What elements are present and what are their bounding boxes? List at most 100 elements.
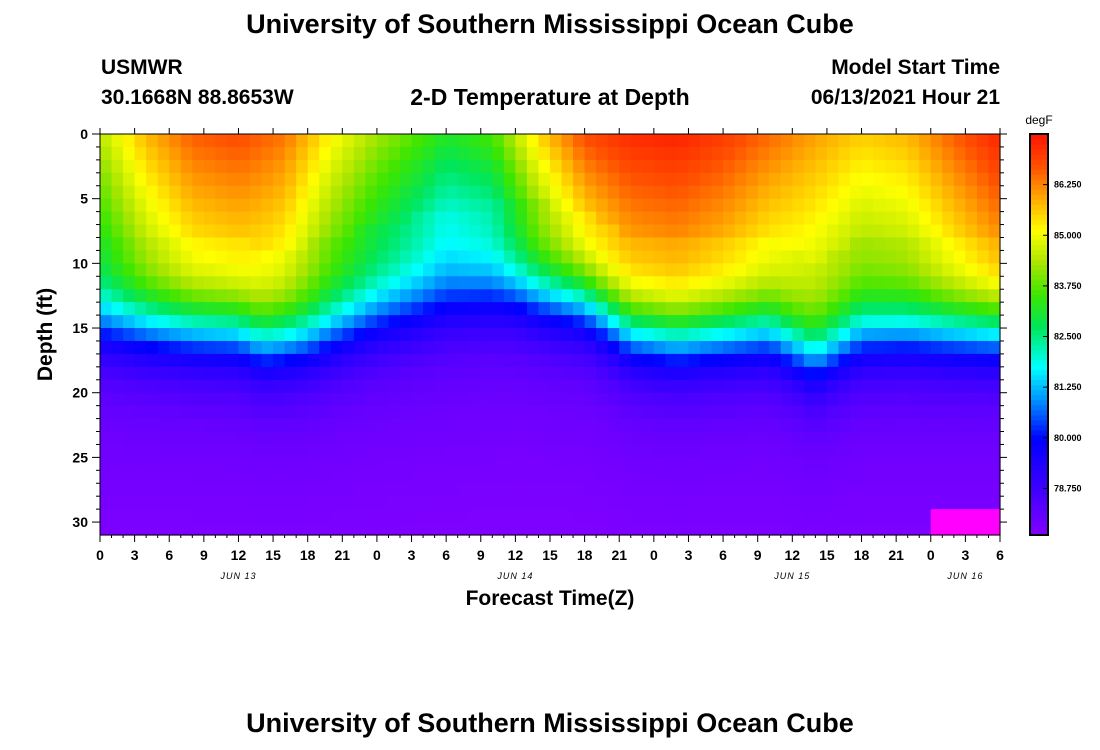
heatmap-cell — [526, 315, 540, 329]
heatmap-cell — [296, 328, 309, 342]
heatmap-cell — [538, 146, 551, 161]
heatmap-cell — [723, 470, 736, 484]
heatmap-cell — [619, 366, 632, 381]
heatmap-cell — [757, 457, 770, 471]
y-axis-label: Depth (ft) — [34, 288, 57, 381]
heatmap-cell — [653, 353, 666, 368]
heatmap-cell — [896, 470, 909, 484]
heatmap-cell — [423, 134, 436, 148]
heatmap-cell — [203, 444, 216, 458]
heatmap-cell — [942, 185, 955, 200]
heatmap-cell — [423, 328, 436, 342]
heatmap-cell — [711, 224, 724, 239]
heatmap-cell — [619, 211, 632, 226]
heatmap-cell — [238, 470, 251, 484]
heatmap-cell — [965, 470, 978, 484]
heatmap-cell — [815, 340, 828, 355]
heatmap-cell — [261, 457, 274, 471]
heatmap-cell — [653, 470, 666, 484]
heatmap-cell — [353, 457, 366, 471]
heatmap-cell — [261, 172, 274, 187]
heatmap-cell — [573, 509, 586, 523]
heatmap-cell — [619, 289, 632, 303]
heatmap-cell — [896, 353, 909, 368]
heatmap-cell — [850, 289, 863, 303]
colorbar-band — [1030, 509, 1048, 516]
heatmap-cell — [780, 392, 793, 407]
heatmap-cell — [561, 159, 574, 174]
heatmap-cell — [700, 379, 713, 394]
heatmap-cell — [815, 379, 828, 394]
heatmap-cell — [526, 353, 540, 368]
heatmap-cell — [976, 509, 990, 523]
heatmap-cell — [919, 198, 932, 213]
heatmap-cell — [180, 405, 193, 420]
heatmap-cell — [723, 366, 736, 381]
heatmap-cell — [769, 302, 782, 316]
heatmap-cell — [423, 457, 436, 471]
heatmap-cell — [757, 405, 770, 420]
heatmap-cell — [907, 522, 920, 536]
heatmap-cell — [826, 470, 840, 484]
heatmap-cell — [423, 392, 436, 407]
heatmap-cell — [665, 483, 678, 497]
heatmap-cell — [203, 198, 216, 213]
heatmap-cell — [607, 509, 620, 523]
heatmap-cell — [330, 315, 343, 329]
heatmap-cell — [330, 444, 343, 458]
heatmap-cell — [723, 302, 736, 316]
heatmap-cell — [388, 289, 401, 303]
heatmap-cell — [365, 276, 378, 290]
heatmap-cell — [134, 302, 147, 316]
heatmap-cell — [711, 431, 724, 446]
heatmap-cell — [353, 470, 366, 484]
heatmap-cell — [157, 224, 170, 239]
heatmap-cell — [100, 185, 113, 200]
heatmap-cell — [526, 185, 540, 200]
heatmap-cell — [711, 276, 724, 290]
heatmap-cell — [965, 302, 978, 316]
heatmap-cell — [284, 185, 297, 200]
heatmap-cell — [180, 302, 193, 316]
heatmap-cell — [607, 198, 620, 213]
heatmap-cell — [573, 302, 586, 316]
heatmap-cell — [780, 457, 793, 471]
heatmap-cell — [388, 379, 401, 394]
heatmap-cell — [423, 237, 436, 252]
heatmap-cell — [757, 353, 770, 368]
colorbar-band — [1030, 469, 1048, 476]
heatmap-cell — [250, 315, 263, 329]
heatmap-cell — [238, 302, 251, 316]
heatmap-cell — [423, 159, 436, 174]
heatmap-cell — [550, 146, 563, 161]
heatmap-cell — [653, 431, 666, 446]
heatmap-cell — [319, 211, 332, 226]
heatmap-cell — [746, 379, 759, 394]
heatmap-cell — [896, 302, 909, 316]
heatmap-cell — [365, 263, 378, 277]
heatmap-cell — [942, 159, 955, 174]
heatmap-cell — [769, 134, 782, 148]
heatmap-cell — [215, 302, 228, 316]
heatmap-cell — [757, 146, 770, 161]
heatmap-cell — [238, 431, 251, 446]
heatmap-cell — [676, 211, 690, 226]
heatmap-cell — [319, 483, 332, 497]
heatmap-cell — [319, 172, 332, 187]
heatmap-cell — [734, 340, 747, 355]
heatmap-cell — [919, 379, 932, 394]
heatmap-cell — [180, 470, 193, 484]
colorbar-band — [1030, 259, 1048, 265]
heatmap-cell — [953, 496, 966, 510]
heatmap-cell — [446, 392, 459, 407]
heatmap-cell — [192, 392, 205, 407]
heatmap-cell — [388, 159, 401, 174]
heatmap-cell — [342, 418, 355, 433]
colorbar-band — [1030, 449, 1048, 456]
heatmap-cell — [215, 198, 228, 213]
heatmap-cell — [123, 185, 136, 200]
heatmap-cell — [930, 496, 943, 510]
heatmap-cell — [746, 211, 759, 226]
heatmap-cell — [538, 276, 551, 290]
heatmap-cell — [953, 431, 966, 446]
